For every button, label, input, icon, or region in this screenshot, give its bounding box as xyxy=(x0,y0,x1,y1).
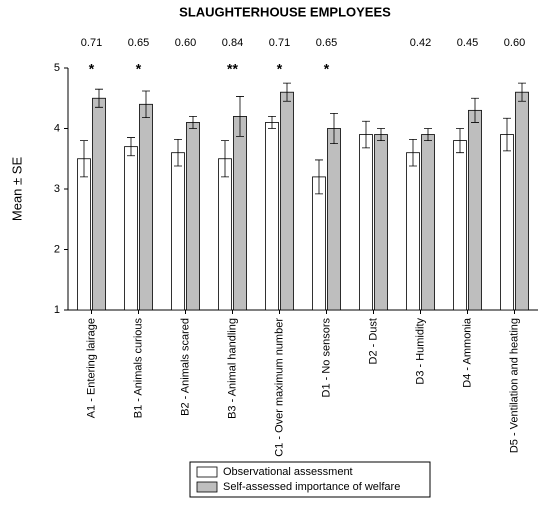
error-bar xyxy=(127,137,135,157)
bar xyxy=(218,158,232,311)
y-tick-label: 4 xyxy=(54,122,60,134)
error-bar xyxy=(330,112,338,145)
error-bar xyxy=(518,82,526,102)
error-bar xyxy=(268,116,276,129)
bar xyxy=(374,134,388,311)
bar xyxy=(359,134,373,311)
significance-label: * xyxy=(324,61,330,77)
y-tick-label: 5 xyxy=(54,62,60,74)
y-tick-label: 3 xyxy=(54,183,60,195)
y-tick-label: 1 xyxy=(54,304,60,316)
error-bar xyxy=(236,96,244,137)
bar xyxy=(453,140,467,311)
bar xyxy=(406,152,420,311)
correlation-label: 0.65 xyxy=(128,37,149,49)
bar xyxy=(312,176,326,311)
error-bar xyxy=(424,128,432,141)
error-bar xyxy=(221,140,229,178)
error-bar xyxy=(142,90,150,119)
correlation-label: 0.60 xyxy=(175,37,196,49)
x-tick-label: C1 - Over maximum number xyxy=(273,318,285,457)
correlation-label: 0.65 xyxy=(316,37,337,49)
bar xyxy=(515,91,529,311)
error-bar xyxy=(95,88,103,108)
error-bar xyxy=(283,82,291,102)
legend-box xyxy=(189,461,431,498)
bar xyxy=(421,134,435,311)
legend-label: Self-assessed importance of welfare xyxy=(223,481,400,493)
error-bar xyxy=(315,159,323,195)
bar xyxy=(500,134,514,311)
error-bar xyxy=(189,116,197,129)
bar xyxy=(171,152,185,311)
correlation-label: 0.71 xyxy=(81,37,102,49)
significance-label: * xyxy=(136,61,142,77)
bar xyxy=(92,97,106,311)
significance-label: * xyxy=(89,61,95,77)
legend-swatch xyxy=(196,466,218,478)
legend-swatch xyxy=(196,481,218,493)
x-tick-label: D2 - Dust xyxy=(367,318,379,364)
chart-title: SLAUGHTERHOUSE EMPLOYEES xyxy=(179,4,391,19)
correlation-label: 0.45 xyxy=(457,37,478,49)
legend-label: Observational assessment xyxy=(223,466,353,478)
bar xyxy=(139,103,153,311)
significance-label: * xyxy=(277,61,283,77)
error-bar xyxy=(503,117,511,152)
significance-label: ** xyxy=(227,61,238,77)
correlation-label: 0.60 xyxy=(504,37,525,49)
x-tick-label: B3 - Animal handling xyxy=(226,318,238,419)
y-axis-title: Mean ± SE xyxy=(9,157,24,222)
bar xyxy=(280,91,294,311)
x-tick-label: D1 - No sensors xyxy=(320,318,332,398)
bar xyxy=(124,146,138,311)
correlation-label: 0.84 xyxy=(222,37,243,49)
y-tick-label: 2 xyxy=(54,243,60,255)
correlation-label: 0.42 xyxy=(410,37,431,49)
x-tick-label: D3 - Humidity xyxy=(414,318,426,385)
x-tick-label: A1 - Entering lairage xyxy=(85,318,97,418)
bar xyxy=(186,122,200,311)
x-tick-label: B1 - Animals curious xyxy=(132,318,144,419)
x-tick-label: B2 - Animals scared xyxy=(179,318,191,416)
error-bar xyxy=(80,140,88,178)
bar xyxy=(77,158,91,311)
error-bar xyxy=(377,128,385,141)
error-bar xyxy=(174,138,182,167)
bar xyxy=(233,116,247,311)
error-bar xyxy=(362,120,370,149)
correlation-label: 0.71 xyxy=(269,37,290,49)
error-bar xyxy=(471,97,479,123)
bar xyxy=(468,109,482,311)
x-tick-label: D4 - Ammonia xyxy=(461,317,473,388)
error-bar xyxy=(409,138,417,167)
bar xyxy=(265,122,279,311)
x-tick-label: D5 - Ventilation and heating xyxy=(508,318,520,453)
error-bar xyxy=(456,128,464,154)
bar xyxy=(327,128,341,311)
